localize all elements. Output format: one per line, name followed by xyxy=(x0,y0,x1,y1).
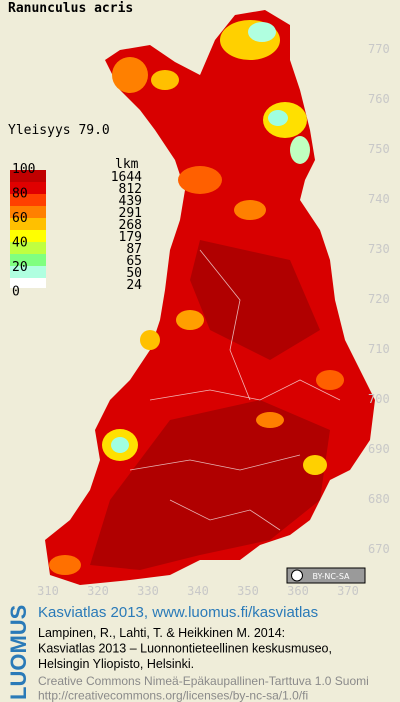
badge-text: BY-NC-SA xyxy=(312,572,350,581)
dense-area xyxy=(190,240,320,360)
swatch xyxy=(10,254,46,266)
swatch xyxy=(10,278,46,288)
x-coord-label: 360 xyxy=(287,584,309,598)
cc-icon xyxy=(291,569,303,582)
patch xyxy=(176,310,204,330)
x-coord-label: 330 xyxy=(137,584,159,598)
border xyxy=(169,499,281,531)
patch xyxy=(178,166,222,194)
swatch xyxy=(10,194,46,206)
legend-count: 24 xyxy=(126,278,142,293)
y-coord-label: 710 xyxy=(368,342,390,356)
legend-count-header: lkm xyxy=(115,157,139,172)
y-coord-label: 700 xyxy=(368,392,390,406)
patch xyxy=(303,455,327,475)
patch xyxy=(112,57,148,93)
swatch xyxy=(10,170,46,182)
legend-percent: 20 xyxy=(12,260,28,275)
x-coord-label: 310 xyxy=(37,584,59,598)
legend-count: 291 xyxy=(119,206,142,221)
border xyxy=(149,379,341,401)
species-title: Ranunculus acris xyxy=(8,1,133,16)
license-line: Creative Commons Nimeä-Epäkaupallinen-Ta… xyxy=(38,674,369,688)
y-coord-label: 750 xyxy=(368,142,390,156)
border xyxy=(199,249,251,401)
legend-percent: 100 xyxy=(12,162,35,177)
legend-count: 50 xyxy=(126,266,142,281)
swatch xyxy=(10,266,46,278)
y-coord-label: 670 xyxy=(368,542,390,556)
citation-line: Helsingin Yliopisto, Helsinki. xyxy=(38,657,194,671)
swatch xyxy=(10,218,46,230)
patch xyxy=(49,555,81,575)
swatch xyxy=(10,182,46,194)
legend-count: 65 xyxy=(126,254,142,269)
patch xyxy=(234,200,266,220)
footer-heading: Kasviatlas 2013, www.luomus.fi/kasviatla… xyxy=(38,604,318,621)
patch xyxy=(248,22,276,42)
license-line: http://creativecommons.org/licenses/by-n… xyxy=(38,689,308,702)
patch xyxy=(268,110,288,126)
dense-area xyxy=(90,400,330,570)
legend-percent: 0 xyxy=(12,285,20,300)
patch xyxy=(256,412,284,428)
x-coord-label: 340 xyxy=(187,584,209,598)
legend-count: 1644 xyxy=(111,170,142,185)
legend-count: 179 xyxy=(119,230,142,245)
frequency: Yleisyys 79.0 xyxy=(8,123,110,138)
legend-percent: 40 xyxy=(12,236,28,251)
citation-line: Lampinen, R., Lahti, T. & Heikkinen M. 2… xyxy=(38,626,285,640)
legend-count: 268 xyxy=(119,218,142,233)
patch xyxy=(111,437,129,453)
x-coord-label: 350 xyxy=(237,584,259,598)
swatch xyxy=(10,206,46,218)
patch xyxy=(316,370,344,390)
legend-swatches xyxy=(10,170,46,288)
y-coord-label: 690 xyxy=(368,442,390,456)
legend-count: 87 xyxy=(126,242,142,257)
legend-percent: 60 xyxy=(12,211,28,226)
legend-count: 812 xyxy=(119,182,142,197)
citation-line: Kasviatlas 2013 – Luonnontieteellinen ke… xyxy=(38,642,332,656)
y-coord-label: 740 xyxy=(368,192,390,206)
y-coord-label: 770 xyxy=(368,42,390,56)
patch xyxy=(151,70,179,90)
badge-box xyxy=(286,567,366,584)
swatch xyxy=(10,230,46,242)
y-coord-label: 680 xyxy=(368,492,390,506)
patch xyxy=(140,330,160,350)
y-coord-label: 730 xyxy=(368,242,390,256)
legend-count: 439 xyxy=(119,194,142,209)
border xyxy=(129,454,301,471)
x-coord-label: 320 xyxy=(87,584,109,598)
luomus-logo: LUOMUS xyxy=(6,605,31,700)
legend-percent: 80 xyxy=(12,187,28,202)
y-coord-label: 720 xyxy=(368,292,390,306)
license-badge: BY-NC-SA xyxy=(286,567,366,584)
swatch xyxy=(10,242,46,254)
x-coord-label: 370 xyxy=(337,584,359,598)
patch xyxy=(290,136,310,164)
map xyxy=(45,10,375,585)
y-coord-label: 760 xyxy=(368,92,390,106)
